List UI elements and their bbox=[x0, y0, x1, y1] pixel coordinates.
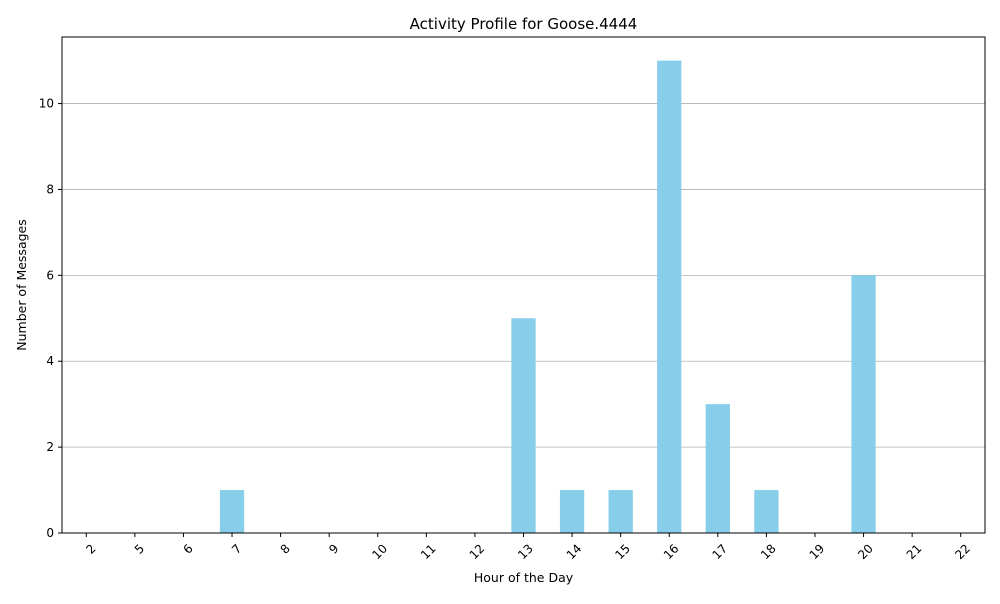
chart-title: Activity Profile for Goose.4444 bbox=[410, 15, 638, 33]
bar-hour-13 bbox=[511, 318, 536, 533]
x-tick-label: 14 bbox=[564, 541, 585, 562]
y-axis: 0 2 4 6 8 10 bbox=[39, 97, 62, 540]
y-axis-title: Number of Messages bbox=[14, 219, 29, 351]
y-tick-label: 8 bbox=[46, 182, 54, 196]
y-tick-label: 2 bbox=[46, 440, 54, 454]
x-tick-label: 10 bbox=[369, 541, 390, 562]
bar-hour-18 bbox=[754, 490, 779, 533]
x-tick-label: 6 bbox=[180, 541, 195, 556]
x-axis-title: Hour of the Day bbox=[474, 570, 574, 585]
x-tick-label: 17 bbox=[709, 541, 730, 562]
bar-hour-17 bbox=[705, 404, 730, 533]
x-tick-label: 16 bbox=[661, 541, 682, 562]
x-tick-label: 13 bbox=[515, 541, 536, 562]
bar-hour-14 bbox=[559, 490, 585, 533]
x-tick-label: 7 bbox=[229, 541, 244, 556]
x-tick-label: 20 bbox=[855, 541, 876, 562]
x-tick-label: 12 bbox=[467, 541, 488, 562]
bar-layer bbox=[219, 60, 876, 533]
x-tick-label: 5 bbox=[132, 541, 147, 556]
x-tick-label: 9 bbox=[326, 541, 341, 556]
x-tick-label: 11 bbox=[418, 541, 439, 562]
bar-hour-15 bbox=[608, 490, 633, 533]
x-tick-label: 8 bbox=[278, 541, 293, 556]
y-tick-label: 0 bbox=[46, 526, 54, 540]
bar-hour-7 bbox=[219, 490, 245, 533]
y-tick-label: 10 bbox=[39, 97, 54, 111]
x-tick-label: 19 bbox=[807, 541, 828, 562]
x-tick-label: 22 bbox=[952, 541, 973, 562]
y-tick-label: 4 bbox=[46, 354, 54, 368]
x-tick-label: 21 bbox=[904, 541, 925, 562]
bar-hour-16 bbox=[657, 60, 682, 533]
x-tick-label: 2 bbox=[83, 541, 98, 556]
x-tick-label: 18 bbox=[758, 541, 779, 562]
x-axis: 2 5 6 7 8 9 10 11 12 13 14 15 16 17 18 19 20 21 22 bbox=[83, 533, 973, 562]
bar-hour-20 bbox=[851, 275, 876, 533]
x-tick-label: 15 bbox=[612, 541, 633, 562]
y-tick-label: 6 bbox=[46, 268, 54, 282]
